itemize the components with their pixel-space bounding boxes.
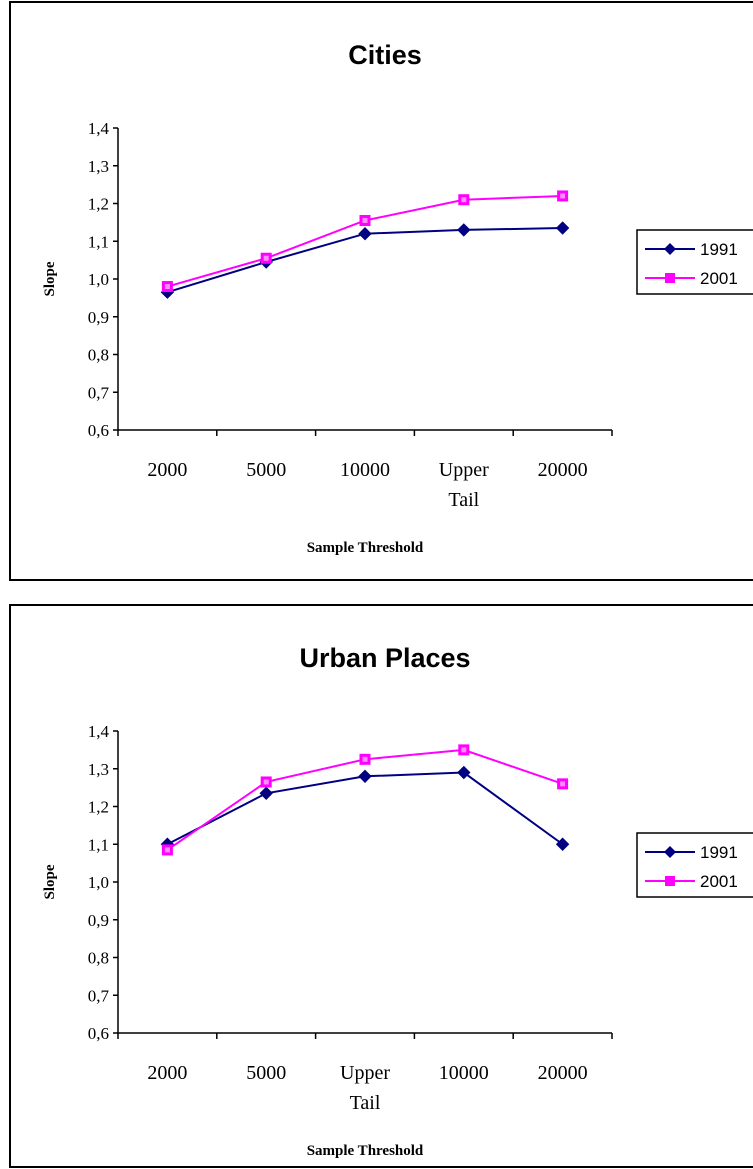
y-tick-label: 1,3 (88, 157, 109, 176)
y-tick-label: 0,6 (88, 421, 109, 440)
y-tick-label: 1,3 (88, 760, 109, 779)
y-tick-label: 1,1 (88, 232, 109, 251)
legend-marker-1991 (664, 846, 676, 858)
data-point-1991 (259, 786, 273, 800)
legend-label-1991: 1991 (700, 240, 738, 259)
y-tick-label: 1,4 (88, 722, 110, 741)
data-point-highlight (263, 779, 269, 785)
y-tick-label: 0,8 (88, 346, 109, 365)
data-point-highlight (560, 193, 566, 199)
x-category-label: 5000 (246, 459, 286, 481)
data-point-1991 (457, 765, 471, 780)
data-point-highlight (362, 756, 368, 762)
panel-frame (9, 604, 753, 1168)
y-tick-label: 1,0 (88, 270, 109, 289)
y-tick-label: 1,2 (88, 798, 109, 817)
y-axis-title: Slope (42, 261, 58, 296)
chart-panel-1: Cities 0,6 0,7 0,8 0,9 1,0 1,1 1,2 1,3 1,4 2000 500… (9, 1, 753, 581)
x-category-label: 2000 (147, 459, 187, 481)
legend-label-2001: 2001 (700, 872, 738, 891)
legend-marker-2001 (665, 876, 675, 886)
x-category-label: 2000 (147, 1062, 187, 1084)
legend: 1991 2001 (636, 832, 753, 898)
x-category-label: 10000 (340, 459, 390, 481)
data-point-highlight (164, 284, 170, 290)
x-category-label: 5000 (246, 1062, 286, 1084)
x-category-label: Upper Tail (340, 1062, 390, 1114)
x-category-label: Upper Tail (439, 459, 489, 511)
y-axis-title: Slope (42, 864, 58, 899)
y-tick-label: 0,6 (88, 1024, 109, 1043)
data-point-highlight (560, 781, 566, 787)
y-tick-label: 1,0 (88, 873, 109, 892)
y-tick-label: 1,1 (88, 835, 109, 854)
y-tick-label: 0,7 (88, 986, 110, 1005)
x-category-label: 20000 (538, 1062, 588, 1084)
data-point-1991 (358, 226, 372, 241)
x-category-label: 10000 (439, 1062, 489, 1084)
legend-marker-2001 (665, 273, 675, 283)
data-point-highlight (362, 217, 368, 223)
data-point-1991 (358, 769, 372, 784)
legend-marker-1991 (664, 243, 676, 255)
data-point-highlight (164, 847, 170, 853)
chart-panel-2: Urban Places 0,6 0,7 0,8 0,9 1,0 1,1 1,2 1,3 1,4 2… (9, 604, 753, 1168)
legend-label-1991: 1991 (700, 843, 738, 862)
data-point-highlight (263, 255, 269, 261)
y-tick-label: 1,4 (88, 119, 110, 138)
legend-frame (636, 229, 753, 295)
data-point-highlight (461, 197, 467, 203)
data-point-1991 (555, 837, 570, 851)
x-axis-title: Sample Threshold (307, 1143, 424, 1159)
panel-frame (9, 1, 753, 581)
legend: 1991 2001 (636, 229, 753, 295)
legend-frame (636, 832, 753, 898)
chart-title: Cities (348, 40, 422, 70)
y-tick-label: 0,9 (88, 911, 109, 930)
x-category-label: 20000 (538, 459, 588, 481)
y-tick-label: 0,9 (88, 308, 109, 327)
data-point-1991 (555, 221, 570, 235)
data-point-1991 (457, 223, 471, 237)
chart-title: Urban Places (299, 643, 470, 673)
y-tick-label: 0,7 (88, 383, 110, 402)
x-axis-title: Sample Threshold (307, 540, 424, 556)
legend-label-2001: 2001 (700, 269, 738, 288)
y-tick-label: 0,8 (88, 949, 109, 968)
data-point-highlight (461, 747, 467, 753)
y-tick-label: 1,2 (88, 195, 109, 214)
